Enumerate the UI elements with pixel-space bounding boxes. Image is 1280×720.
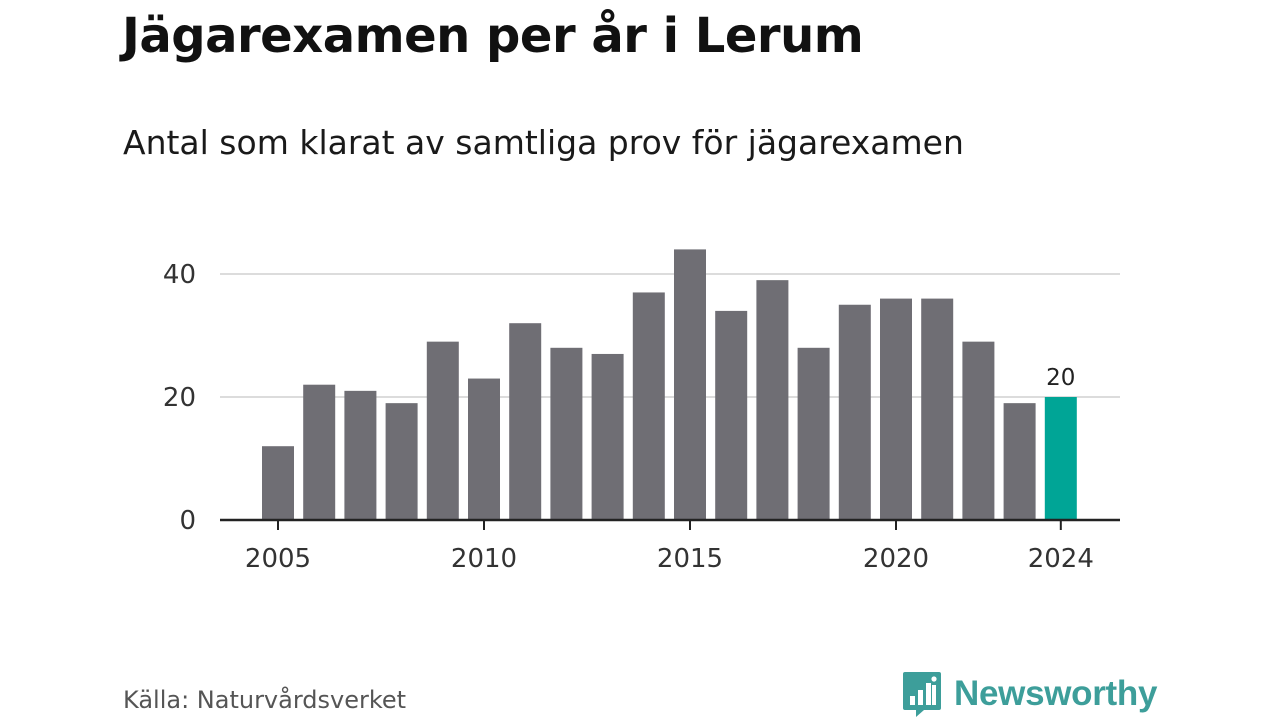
bar: [715, 310, 748, 520]
data-label: 20: [1046, 365, 1075, 391]
bar: [921, 298, 954, 520]
x-tick-label: 2010: [451, 544, 517, 574]
bar: [880, 298, 912, 520]
bar: [756, 280, 789, 520]
x-tick-label: 2005: [245, 544, 311, 574]
bar: [385, 403, 418, 520]
x-tick-label: 2015: [657, 544, 723, 574]
bar: [426, 341, 459, 520]
bar: [468, 378, 500, 520]
bar: [303, 384, 336, 520]
bar: [509, 323, 542, 520]
y-tick-label: 20: [163, 383, 196, 413]
chart-subtitle: Antal som klarat av samtliga prov för jä…: [123, 123, 964, 162]
chart-title: Jägarexamen per år i Lerum: [122, 8, 864, 64]
bar: [962, 341, 995, 520]
y-tick-label: 40: [163, 260, 196, 290]
bar: [797, 347, 830, 520]
bar: [1003, 403, 1036, 520]
bar: [1044, 397, 1077, 520]
bar: [632, 292, 665, 520]
x-tick-label: 2020: [863, 544, 929, 574]
bar-chart-speech-bubble-icon: [903, 672, 941, 717]
source-note: Källa: Naturvårdsverket: [123, 686, 407, 714]
bar: [838, 304, 871, 520]
bar: [674, 249, 706, 520]
y-tick-label: 0: [179, 506, 196, 536]
bar: [262, 446, 294, 520]
x-tick-label: 2024: [1028, 544, 1094, 574]
bar: [591, 353, 624, 520]
brand-name: Newsworthy: [954, 674, 1158, 713]
bar: [550, 347, 583, 520]
bar: [344, 390, 377, 520]
newsworthy-logo: Newsworthy: [902, 670, 1157, 718]
